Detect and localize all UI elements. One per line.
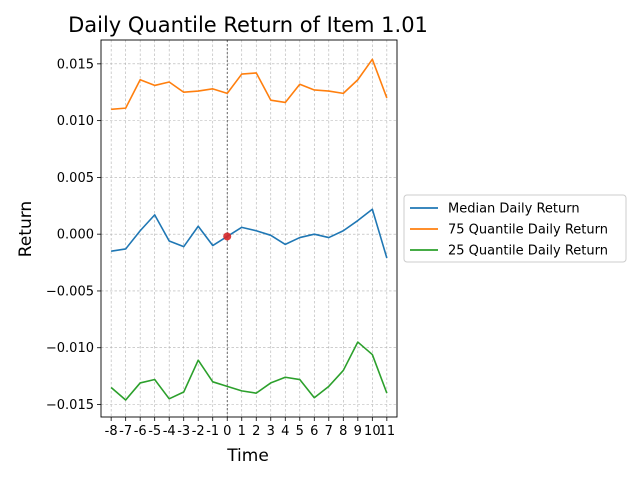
- x-tick-label: 5: [296, 424, 304, 439]
- y-tick-label: −0.015: [46, 398, 94, 413]
- x-tick-label: 3: [267, 424, 275, 439]
- x-tick-label: 10: [364, 424, 381, 439]
- x-tick-label: -4: [163, 424, 176, 439]
- chart-title: Daily Quantile Return of Item 1.01: [68, 13, 428, 37]
- legend-label: 25 Quantile Daily Return: [448, 244, 608, 259]
- series-line-3: [110, 341, 388, 401]
- x-tick-label: 1: [238, 424, 246, 439]
- x-tick-label: -7: [119, 424, 132, 439]
- event-point: [223, 232, 232, 241]
- x-tick-label: 11: [379, 424, 396, 439]
- legend-label: 75 Quantile Daily Return: [448, 223, 608, 238]
- x-tick-label: 7: [325, 424, 333, 439]
- y-tick-label: 0.005: [57, 171, 94, 186]
- x-tick-label: 0: [223, 424, 231, 439]
- legend: Median Daily Return 75 Quantile Daily Ret…: [403, 194, 627, 263]
- y-tick-label: 0.015: [57, 57, 94, 72]
- y-tick-label: −0.005: [46, 284, 94, 299]
- series-line-2: [111, 58, 388, 111]
- y-tick-label: 0.000: [57, 228, 94, 243]
- x-tick-label: -6: [134, 424, 147, 439]
- series-lines: [110, 40, 388, 417]
- y-tick-label: −0.010: [46, 341, 94, 356]
- x-tick-label: -2: [192, 424, 205, 439]
- x-axis-label: Time: [226, 446, 269, 466]
- x-tick-label: -3: [177, 424, 190, 439]
- x-tick-label: -5: [148, 424, 161, 439]
- x-tick-label: -1: [206, 424, 219, 439]
- x-tick-label: 6: [310, 424, 318, 439]
- x-tick-label: 2: [252, 424, 260, 439]
- x-tick-label: -8: [105, 424, 118, 439]
- series-line-1: [111, 208, 388, 259]
- x-tick-label: 4: [281, 424, 289, 439]
- x-tick-label: 8: [339, 424, 347, 439]
- plot-frame: [100, 39, 398, 418]
- legend-box: [403, 194, 627, 263]
- x-tick-label: 9: [354, 424, 362, 439]
- legend-label: Median Daily Return: [448, 202, 580, 217]
- y-tick-label: 0.010: [57, 114, 94, 129]
- y-axis-label: Return: [16, 201, 36, 257]
